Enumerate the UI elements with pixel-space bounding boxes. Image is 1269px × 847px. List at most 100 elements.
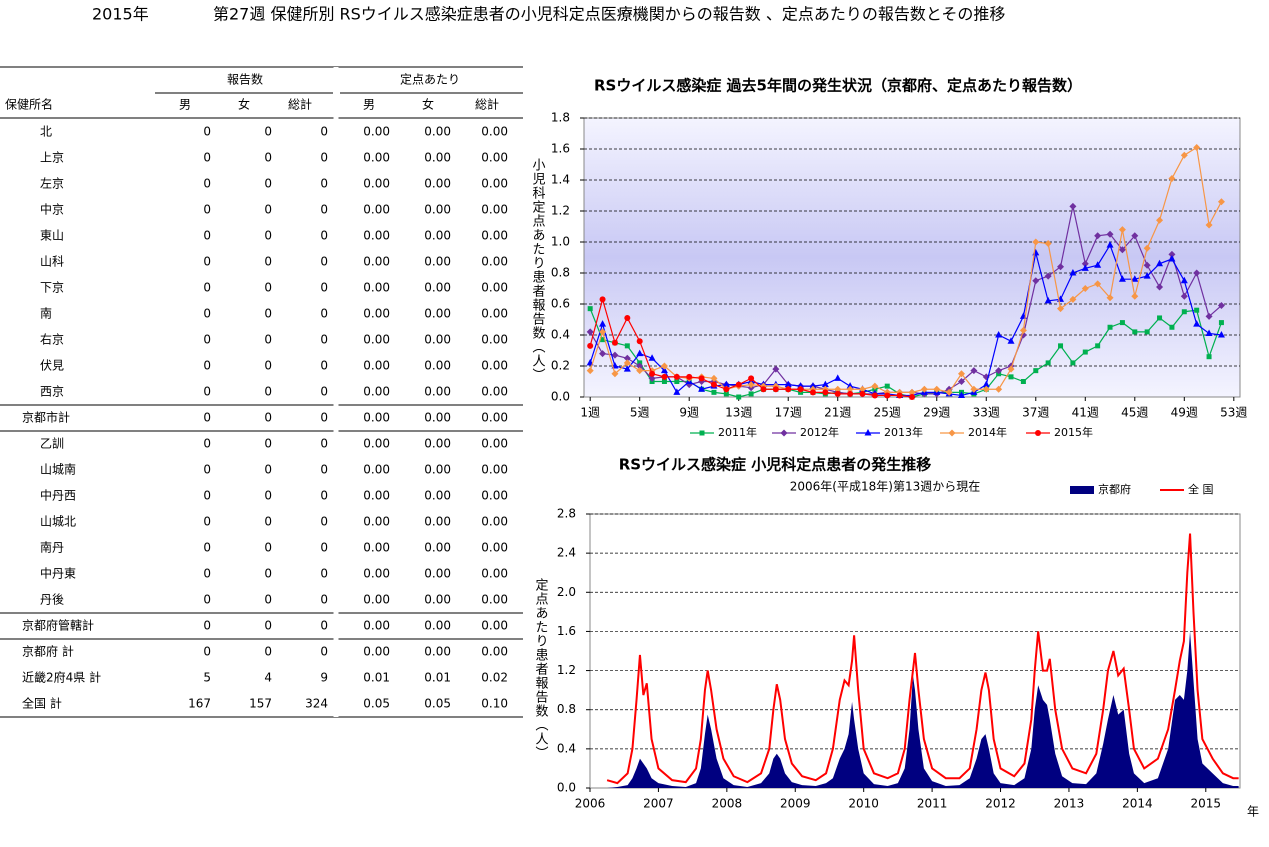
cell: 5	[203, 671, 211, 685]
cell: 0.00	[481, 619, 508, 633]
cell: 324	[305, 697, 328, 711]
cell: 0	[264, 203, 272, 217]
point	[1094, 261, 1102, 268]
point	[958, 391, 966, 398]
cell: 0	[264, 515, 272, 529]
point	[1044, 272, 1052, 280]
cell: 0	[320, 541, 328, 555]
point	[1008, 374, 1014, 380]
point	[1118, 226, 1126, 234]
point	[909, 394, 915, 400]
point	[1131, 292, 1139, 300]
point	[736, 394, 742, 400]
row-name: 山科	[40, 255, 64, 269]
point	[1081, 264, 1089, 271]
point	[784, 380, 792, 388]
y-tick-label: 1.6	[551, 142, 570, 156]
point	[698, 375, 705, 382]
row-name: 北	[40, 125, 52, 139]
page-title: 第27週 保健所別 RSウイルス感染症患者の小児科定点医療機関からの報告数 、定…	[213, 5, 1005, 24]
y-tick-label: 2.0	[557, 585, 576, 599]
point	[1217, 198, 1225, 206]
point	[1119, 320, 1125, 326]
point	[636, 367, 644, 375]
point	[611, 339, 618, 346]
point	[710, 374, 718, 382]
point	[920, 385, 928, 393]
cell: 0.00	[424, 281, 451, 295]
x-tick-label: 2008	[712, 797, 743, 811]
cell: 0.00	[424, 359, 451, 373]
cell: 0	[203, 463, 211, 477]
cell: 0	[264, 385, 272, 399]
point	[748, 391, 754, 397]
x-tick-label: 2011	[917, 797, 948, 811]
cell: 157	[249, 697, 272, 711]
point	[1118, 275, 1126, 282]
cell: 0	[264, 281, 272, 295]
cell: 0	[264, 255, 272, 269]
cell: 0	[203, 541, 211, 555]
column-header: 女	[422, 97, 434, 112]
legend-swatch	[1070, 486, 1094, 494]
point	[648, 354, 656, 361]
cell: 0.00	[363, 411, 390, 425]
chart-title: RSウイルス感染症 小児科定点患者の発生推移	[619, 456, 932, 474]
column-header: 保健所名	[5, 97, 53, 112]
point	[1193, 269, 1201, 277]
point	[1156, 259, 1164, 267]
point	[1081, 260, 1089, 268]
point	[834, 374, 842, 381]
cell: 0.00	[363, 489, 390, 503]
point	[1033, 368, 1039, 374]
point	[674, 379, 680, 384]
y-tick-label: 1.4	[551, 173, 570, 187]
cell: 0	[264, 359, 272, 373]
point	[846, 382, 854, 389]
cell: 0.00	[481, 541, 508, 555]
cell: 0.00	[481, 281, 508, 295]
point	[661, 373, 668, 380]
y-tick-label: 1.0	[551, 235, 570, 249]
cell: 0.00	[363, 359, 390, 373]
cell: 0.00	[481, 151, 508, 165]
cell: 0	[320, 385, 328, 399]
cell: 0	[264, 567, 272, 581]
point	[995, 367, 1003, 375]
legend-label: 2011年	[718, 425, 757, 439]
point	[1194, 307, 1200, 313]
cell: 0.00	[363, 567, 390, 581]
cell: 0	[203, 411, 211, 425]
point	[1069, 202, 1077, 210]
legend-label: 2012年	[800, 425, 839, 439]
point	[611, 351, 619, 359]
cell: 0	[320, 255, 328, 269]
point	[1181, 309, 1187, 315]
row-name: 南丹	[40, 540, 64, 555]
point	[772, 386, 779, 393]
point	[1057, 305, 1065, 313]
y-tick-label: 0.6	[551, 297, 570, 311]
point	[699, 430, 705, 436]
cell: 0.10	[481, 697, 508, 711]
point	[636, 349, 644, 357]
group-header: 報告数	[227, 72, 263, 87]
cell: 0.00	[481, 307, 508, 321]
row-name: 東山	[40, 229, 64, 243]
point	[948, 429, 956, 437]
cell: 0.00	[481, 385, 508, 399]
cell: 0.00	[424, 645, 451, 659]
legend-label: 2015年	[1054, 425, 1093, 439]
point	[785, 386, 792, 393]
cell: 0	[264, 593, 272, 607]
row-name: 京都府管轄計	[22, 618, 94, 633]
cell: 0	[203, 385, 211, 399]
x-tick-label: 2015	[1191, 797, 1222, 811]
cell: 0	[320, 593, 328, 607]
row-name: 丹後	[40, 593, 64, 607]
cell: 0	[264, 645, 272, 659]
y-tick-label: 1.2	[557, 663, 576, 677]
cell: 0.00	[363, 255, 390, 269]
x-tick-label: 29週	[923, 406, 950, 420]
x-tick-label: 2013	[1054, 797, 1085, 811]
